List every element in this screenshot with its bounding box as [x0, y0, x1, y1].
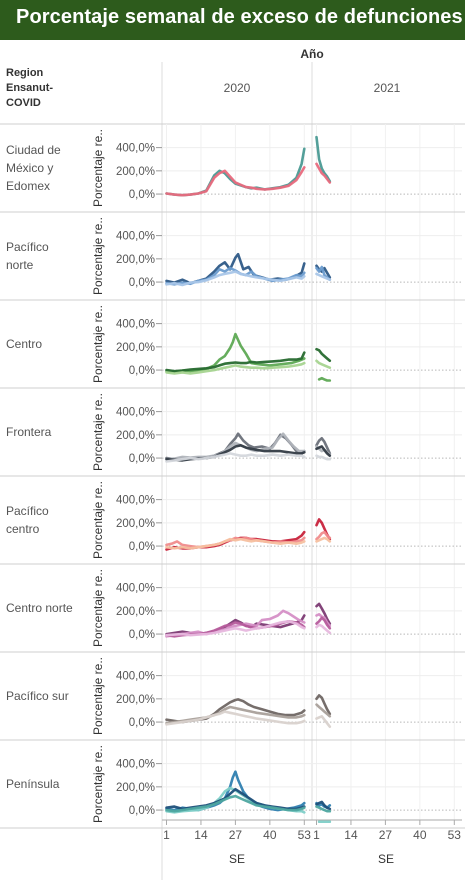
- x-tick-label: 27: [379, 828, 393, 842]
- x-tick-label: 40: [263, 828, 277, 842]
- series-line-4-3-2021: [315, 445, 332, 458]
- y-axis-title: Porcentaje re..: [91, 393, 105, 471]
- y-tick-label: 0,0%: [129, 805, 155, 817]
- series-line-8-4-2020: [165, 794, 306, 813]
- y-axis-title: Porcentaje re..: [91, 569, 105, 647]
- y-tick-label: 200,0%: [116, 606, 155, 618]
- y-tick-label: 0,0%: [129, 277, 155, 289]
- series-line-5-2-2021: [315, 530, 332, 541]
- region-label: Centro norte: [6, 601, 73, 615]
- y-tick-label: 0,0%: [129, 629, 155, 641]
- y-tick-label: 200,0%: [116, 430, 155, 442]
- series-line-5-3-2021: [315, 536, 332, 543]
- row-header-title: Ensanut-: [6, 82, 53, 94]
- region-label: México y: [6, 161, 53, 175]
- y-axis-title: Porcentaje re..: [91, 481, 105, 559]
- y-tick-label: 200,0%: [116, 782, 155, 794]
- x-axis-title: SE: [229, 852, 245, 866]
- series-line-7-1-2021: [315, 694, 332, 716]
- series-line-6-4-2020: [165, 619, 306, 637]
- year-header-2021: 2021: [374, 81, 401, 95]
- y-tick-label: 200,0%: [116, 694, 155, 706]
- title-bar: Porcentaje semanal de exceso de defuncio…: [0, 0, 465, 40]
- region-label: norte: [6, 258, 34, 272]
- y-tick-label: 400,0%: [116, 671, 155, 683]
- series-line-1-2-2020: [165, 166, 306, 197]
- series-line-5-3-2020: [165, 537, 306, 550]
- series-line-7-3-2021: [315, 714, 332, 729]
- y-tick-label: 400,0%: [116, 319, 155, 331]
- x-tick-label: 14: [344, 828, 358, 842]
- y-tick-label: 0,0%: [129, 717, 155, 729]
- x-tick-label: 53: [298, 828, 312, 842]
- region-label: Pacífico: [6, 504, 49, 518]
- y-axis-title: Porcentaje re..: [91, 129, 105, 207]
- series-line-7-3-2020: [165, 710, 306, 726]
- y-tick-label: 0,0%: [129, 541, 155, 553]
- year-header-2020: 2020: [224, 81, 251, 95]
- series-line-8-3-2021: [315, 800, 332, 811]
- x-tick-label: 1: [163, 828, 170, 842]
- y-tick-label: 0,0%: [129, 365, 155, 377]
- series-line-2-3-2020: [165, 270, 306, 287]
- series-line-1-1-2021: [315, 135, 332, 183]
- y-axis-title: Porcentaje re..: [91, 745, 105, 823]
- y-tick-label: 200,0%: [116, 342, 155, 354]
- y-tick-label: 200,0%: [116, 518, 155, 530]
- series-line-2-3-2021: [315, 272, 332, 281]
- series-line-3-1-2020: [165, 332, 306, 374]
- region-label: Península: [6, 777, 60, 791]
- series-line-1-2-2021: [315, 162, 332, 184]
- x-axis-title: SE: [378, 852, 394, 866]
- y-tick-label: 200,0%: [116, 254, 155, 266]
- y-tick-label: 400,0%: [116, 143, 155, 155]
- y-tick-label: 0,0%: [129, 453, 155, 465]
- x-tick-label: 1: [313, 828, 320, 842]
- x-tick-label: 40: [413, 828, 427, 842]
- series-line-5-2-2020: [165, 536, 306, 549]
- series-line-3-3-2020: [165, 361, 306, 375]
- region-label: Pacífico sur: [6, 689, 69, 703]
- x-tick-label: 27: [229, 828, 243, 842]
- region-label: Edomex: [6, 179, 50, 193]
- series-line-6-3-2021: [315, 616, 332, 630]
- page-title: Porcentaje semanal de exceso de defuncio…: [16, 6, 463, 28]
- y-axis-title: Porcentaje re..: [91, 217, 105, 295]
- x-tick-label: 14: [194, 828, 208, 842]
- x-tick-label: 53: [448, 828, 462, 842]
- y-tick-label: 400,0%: [116, 495, 155, 507]
- row-header-title: COVID: [6, 97, 41, 109]
- series-line-6-4-2021: [315, 623, 332, 635]
- y-axis-title: Porcentaje re..: [91, 305, 105, 383]
- y-tick-label: 200,0%: [116, 166, 155, 178]
- region-label: Pacífico: [6, 240, 49, 254]
- y-tick-label: 0,0%: [129, 189, 155, 201]
- series-line-8-4-2021: [315, 805, 332, 813]
- chart: Año Region Ensanut- COVID 2020 2021 Ciudad de M…: [0, 47, 465, 880]
- y-axis-title: Porcentaje re..: [91, 657, 105, 735]
- y-tick-label: 400,0%: [116, 759, 155, 771]
- row-header-title: Region: [6, 67, 44, 79]
- region-label: centro: [6, 522, 40, 536]
- series-line-3-3-2021: [315, 359, 332, 370]
- region-label: Frontera: [6, 425, 52, 439]
- series-line-7-2-2021: [315, 703, 332, 718]
- series-line-3-2-2021: [315, 347, 332, 363]
- series-line-4-4-2020: [165, 452, 306, 463]
- region-label: Ciudad de: [6, 143, 61, 157]
- series-line-3-1-2021: [317, 376, 332, 382]
- series-line-4-4-2021: [315, 454, 332, 461]
- column-header-title: Año: [300, 47, 323, 61]
- y-tick-label: 400,0%: [116, 583, 155, 595]
- series-line-3-2-2020: [165, 351, 306, 373]
- series-line-6-1-2021: [315, 602, 332, 625]
- series-line-4-1-2021: [315, 436, 332, 455]
- y-tick-label: 400,0%: [116, 231, 155, 243]
- region-label: Centro: [6, 337, 42, 351]
- y-tick-label: 400,0%: [116, 407, 155, 419]
